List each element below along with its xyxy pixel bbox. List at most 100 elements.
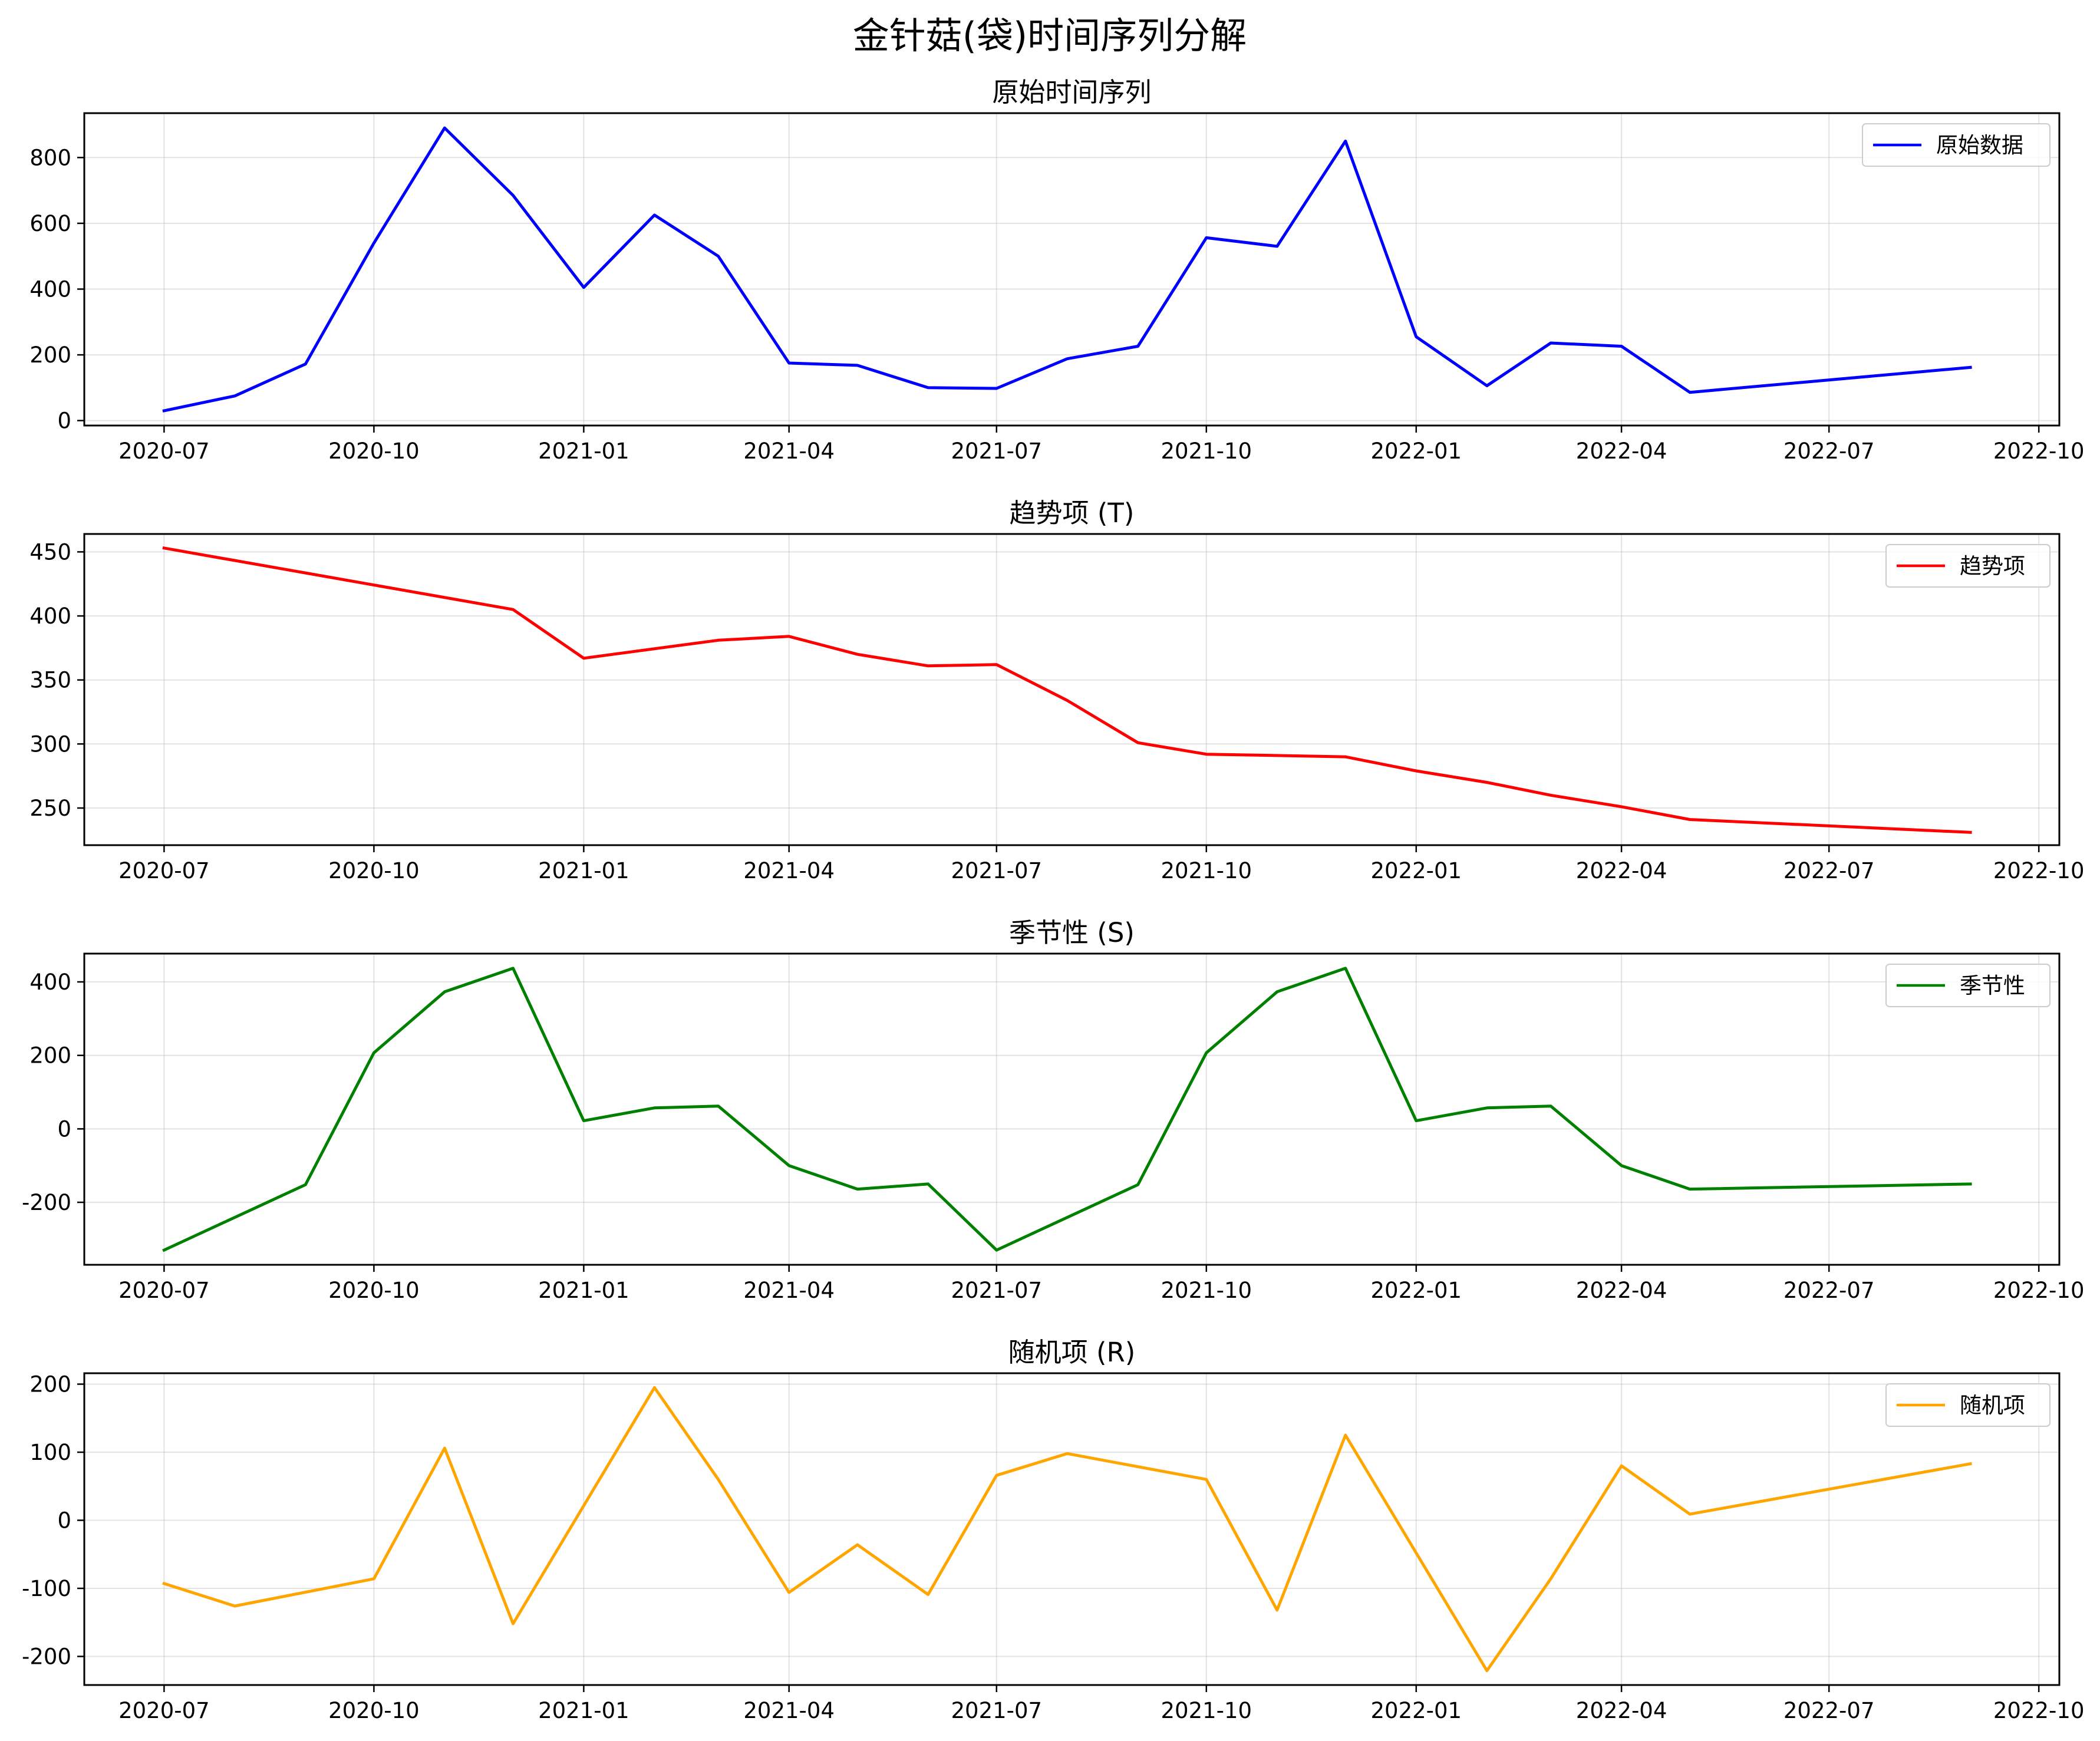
series-line: [162, 126, 1972, 413]
axes-frame: [83, 533, 2061, 846]
y-axis: 250 300 350 400 450: [29, 539, 84, 821]
panel-title: 季节性 (S): [1009, 917, 1135, 948]
legend: 随机项: [1885, 1383, 2050, 1427]
y-tick-label: 300: [29, 731, 71, 757]
legend-label: 趋势项: [1960, 553, 2025, 579]
legend: 原始数据: [1862, 123, 2050, 167]
legend-box: [1885, 964, 2050, 1007]
y-tick-label: 0: [57, 1508, 71, 1534]
panel-title: 原始时间序列: [992, 77, 1151, 108]
series-line: [162, 546, 1972, 834]
x-tick-label: 2022-04: [1576, 1698, 1667, 1723]
x-tick-label: 2021-10: [1161, 858, 1252, 883]
y-tick-label: -200: [22, 1190, 71, 1215]
panel-title: 趋势项 (T): [1010, 497, 1135, 529]
series-line: [162, 1386, 1973, 1673]
y-tick-label: 450: [29, 539, 71, 565]
figure-title: 金针菇(袋)时间序列分解: [853, 14, 1247, 57]
x-tick-label: 2022-07: [1783, 1278, 1875, 1303]
x-tick-label: 2021-10: [1161, 1278, 1252, 1303]
legend-box: [1862, 123, 2050, 167]
grid: [84, 534, 2059, 845]
x-tick-label: 2021-04: [743, 438, 835, 464]
y-axis: 0 200 400 600 800: [29, 145, 84, 434]
x-tick-label: 2021-07: [951, 438, 1042, 464]
x-tick-label: 2022-04: [1576, 438, 1667, 464]
panel-seasonal: 季节性 (S) 2020-07 2020-10 2021-01 2021-04 2021…: [22, 917, 2084, 1303]
x-tick-label: 2022-01: [1370, 1698, 1462, 1723]
series-line: [162, 967, 1972, 1252]
y-tick-label: 250: [29, 796, 71, 821]
x-tick-label: 2022-01: [1370, 1278, 1462, 1303]
x-tick-label: 2022-04: [1576, 858, 1667, 883]
x-axis: 2020-07 2020-10 2021-01 2021-04 2021-07 2021-…: [118, 1265, 2085, 1303]
series-line: [162, 546, 1972, 834]
x-tick-label: 2020-10: [328, 1278, 420, 1303]
legend-label: 季节性: [1960, 973, 2025, 998]
y-axis: -200 -100 0 100 200: [22, 1372, 84, 1670]
y-tick-label: -100: [22, 1576, 71, 1601]
y-tick-label: 0: [57, 408, 71, 434]
axes-frame: [83, 112, 2061, 427]
x-axis: 2020-07 2020-10 2021-01 2021-04 2021-07 2021-…: [118, 426, 2085, 464]
legend-box: [1885, 544, 2050, 588]
y-tick-label: -200: [22, 1644, 71, 1670]
panel-residual: 随机项 (R) 2020-07 2020-10 2021-01 2021-04 2021…: [22, 1337, 2084, 1723]
panel-trend: 趋势项 (T) 2020-07 2020-10 2021-01 2021-04 2021…: [29, 497, 2084, 883]
grid: [84, 1373, 2059, 1685]
grid: [84, 113, 2059, 426]
x-tick-label: 2021-04: [743, 1278, 835, 1303]
x-tick-label: 2021-01: [538, 438, 629, 464]
panel-original-series: 原始时间序列 2020-07 2020-10 2021-01 2021-04 2021-…: [29, 77, 2084, 464]
x-tick-label: 2021-04: [743, 858, 835, 883]
x-tick-label: 2021-10: [1161, 1698, 1252, 1723]
x-tick-label: 2022-10: [1993, 438, 2085, 464]
x-tick-label: 2020-10: [328, 858, 420, 883]
y-tick-label: 200: [29, 342, 71, 368]
y-tick-label: 800: [29, 145, 71, 170]
x-tick-label: 2020-07: [118, 858, 210, 883]
panel-title: 随机项 (R): [1008, 1337, 1136, 1368]
y-tick-label: 200: [29, 1043, 71, 1069]
x-tick-label: 2022-10: [1993, 1278, 2085, 1303]
x-tick-label: 2021-07: [951, 858, 1042, 883]
x-tick-label: 2021-07: [951, 1698, 1042, 1723]
legend-label: 随机项: [1960, 1393, 2025, 1418]
x-tick-label: 2021-07: [951, 1278, 1042, 1303]
x-tick-label: 2022-07: [1783, 1698, 1875, 1723]
y-tick-label: 600: [29, 211, 71, 236]
y-axis: -200 0 200 400: [22, 970, 84, 1215]
x-tick-label: 2022-04: [1576, 1278, 1667, 1303]
x-tick-label: 2022-07: [1783, 438, 1875, 464]
x-tick-label: 2021-01: [538, 1698, 629, 1723]
legend: 季节性: [1885, 964, 2050, 1007]
legend: 趋势项: [1885, 544, 2050, 588]
series-line: [162, 126, 1972, 413]
x-tick-label: 2021-01: [538, 1278, 629, 1303]
x-tick-label: 2020-10: [328, 1698, 420, 1723]
x-tick-label: 2021-04: [743, 1698, 835, 1723]
grid: [84, 954, 2059, 1265]
series-line: [162, 1386, 1973, 1673]
x-tick-label: 2022-01: [1370, 438, 1462, 464]
x-tick-label: 2022-07: [1783, 858, 1875, 883]
x-tick-label: 2020-07: [118, 1698, 210, 1723]
x-tick-label: 2022-10: [1993, 1698, 2085, 1723]
axes-frame: [83, 1372, 2061, 1686]
x-tick-label: 2022-01: [1370, 858, 1462, 883]
axes-frame: [83, 952, 2061, 1266]
series-line: [162, 967, 1972, 1252]
x-tick-label: 2020-10: [328, 438, 420, 464]
x-tick-label: 2020-07: [118, 438, 210, 464]
x-tick-label: 2022-10: [1993, 858, 2085, 883]
legend-box: [1885, 1383, 2050, 1427]
x-tick-label: 2021-01: [538, 858, 629, 883]
legend-label: 原始数据: [1936, 133, 2023, 158]
x-tick-label: 2021-10: [1161, 438, 1252, 464]
y-tick-label: 400: [29, 970, 71, 995]
y-tick-label: 0: [57, 1116, 71, 1142]
y-tick-label: 400: [29, 604, 71, 629]
x-axis: 2020-07 2020-10 2021-01 2021-04 2021-07 2021-…: [118, 845, 2085, 883]
x-tick-label: 2020-07: [118, 1278, 210, 1303]
